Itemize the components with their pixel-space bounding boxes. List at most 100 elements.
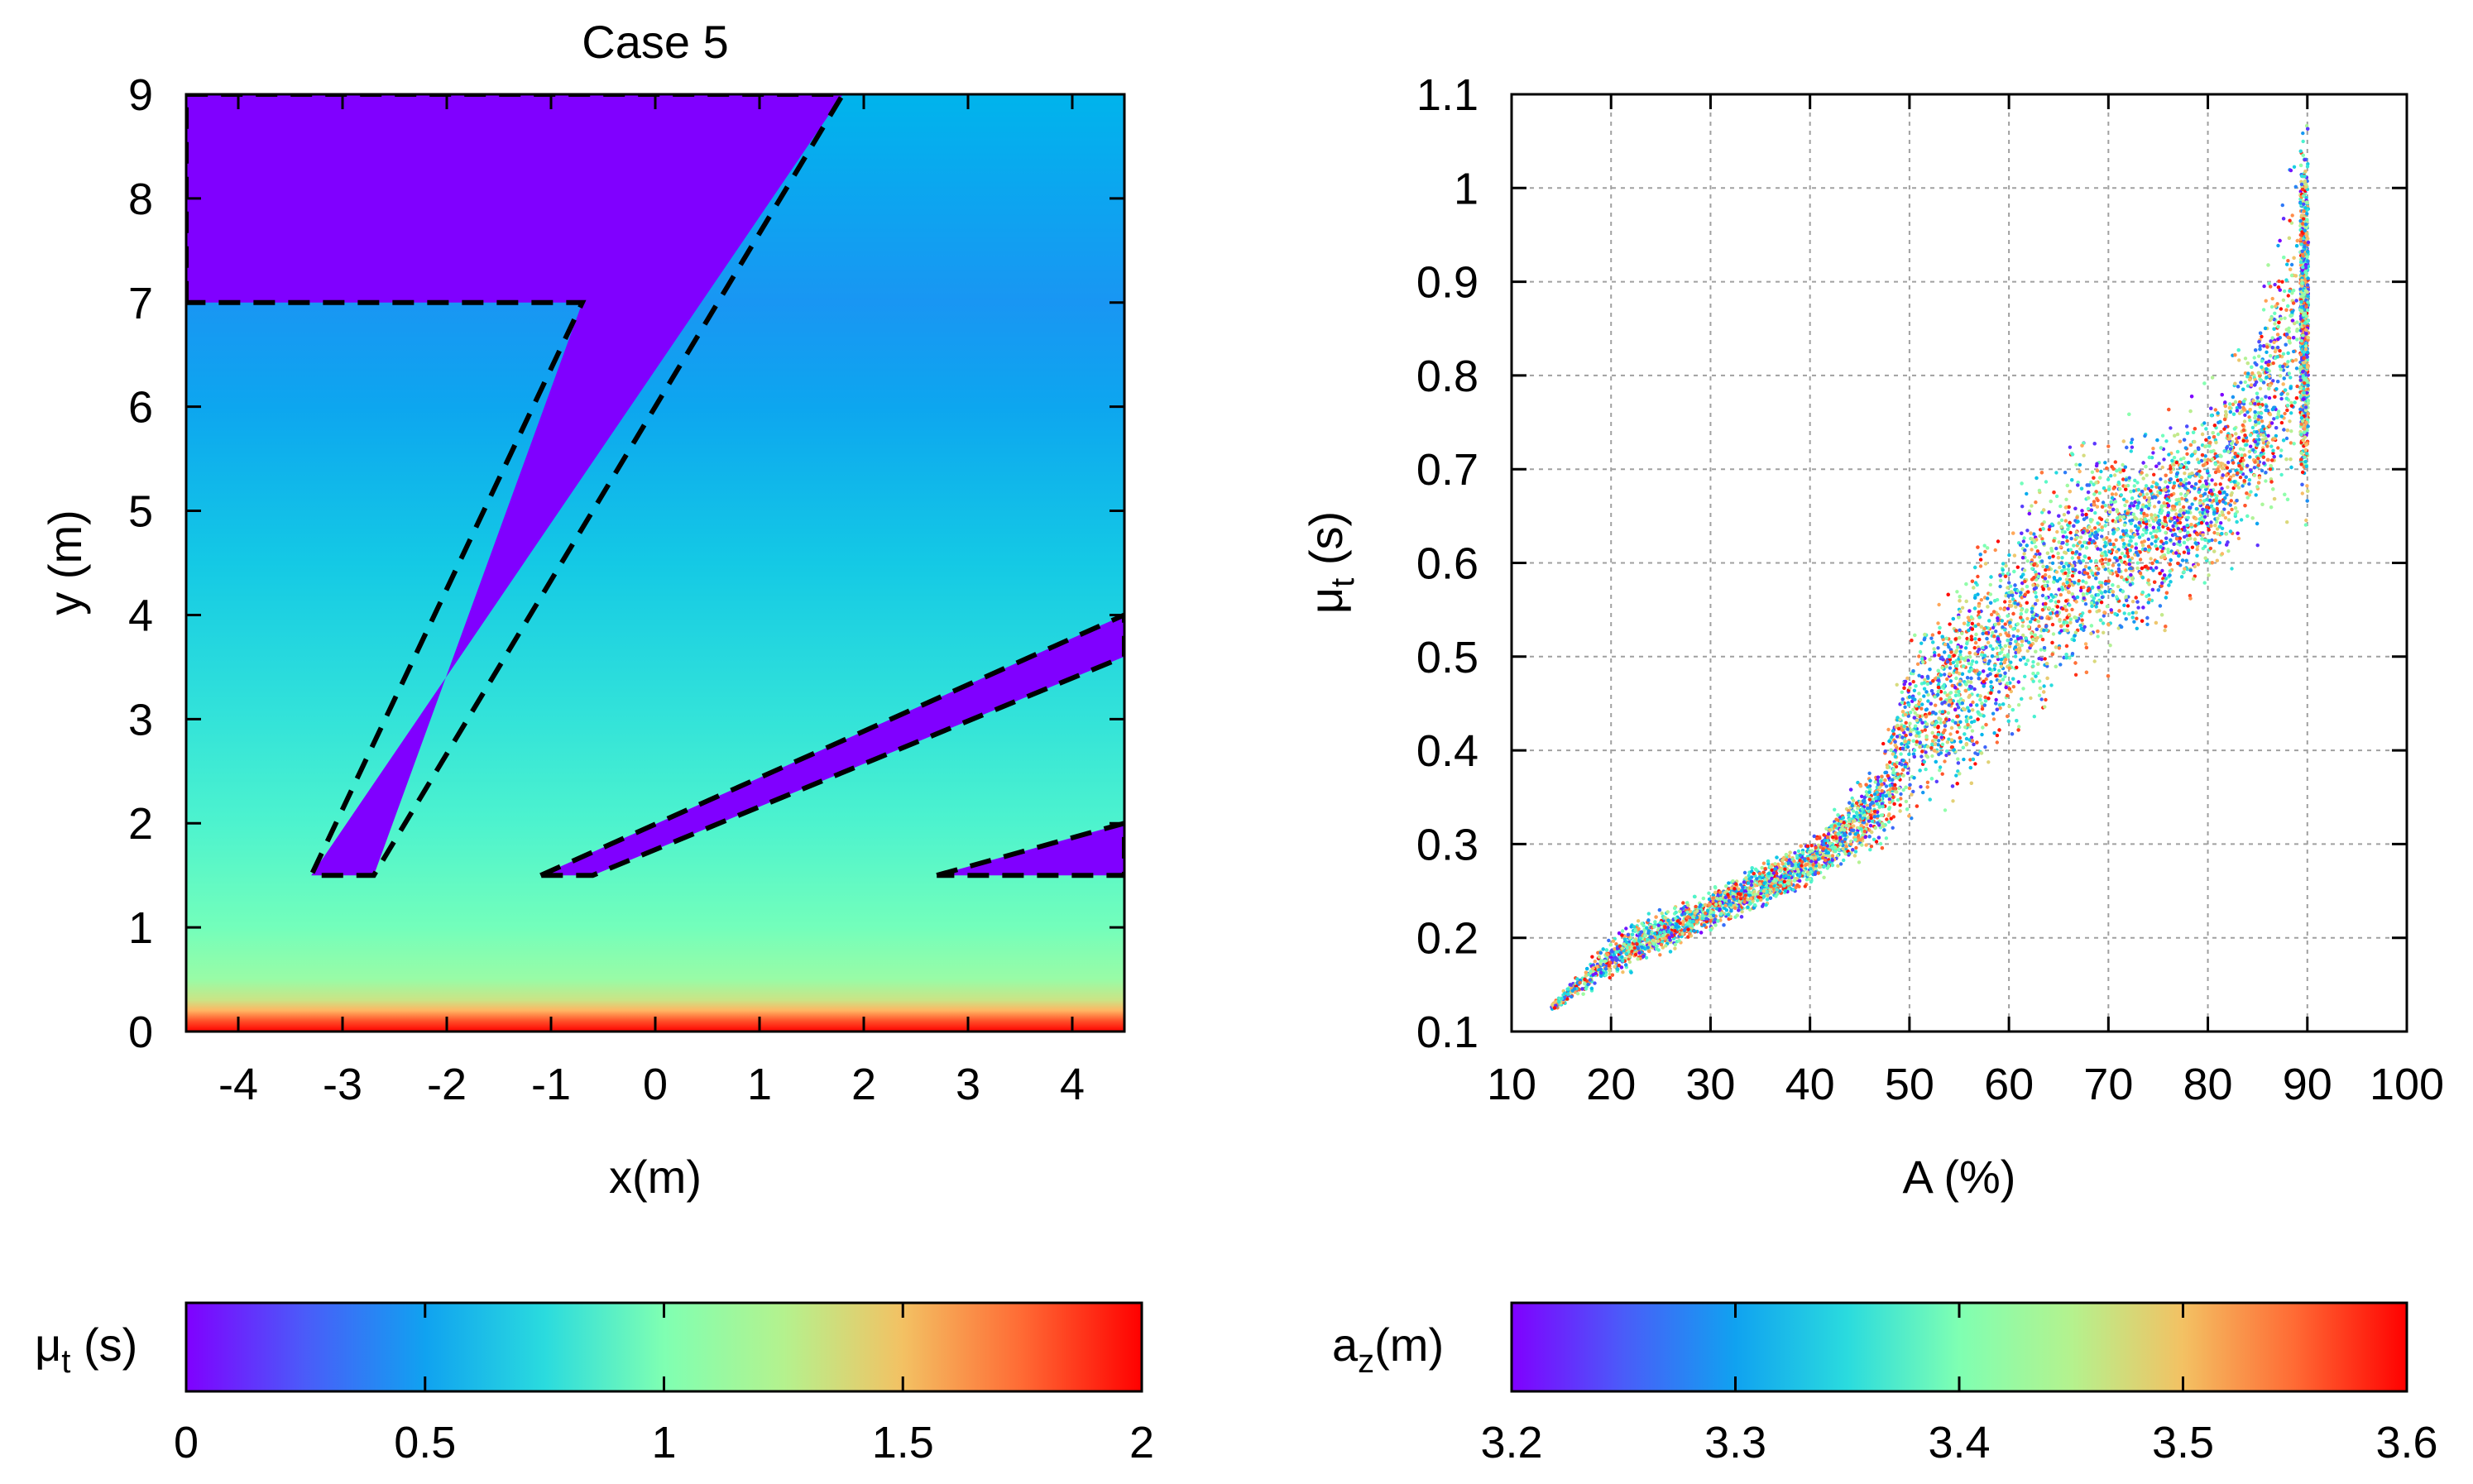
scatter-point [2119,493,2123,497]
scatter-point [1987,760,1991,764]
scatter-point [2304,518,2308,523]
scatter-point [2220,486,2224,491]
scatter-point [2123,554,2127,558]
scatter-point [2070,607,2074,612]
y-tick-label: 7 [128,279,153,328]
scatter-point [2245,443,2249,447]
scatter-point [2178,457,2183,462]
scatter-point [2160,549,2164,553]
scatter-point [2283,316,2287,320]
scatter-point [1934,703,1938,707]
scatter-point [2285,262,2289,266]
scatter-chart: 10 20 30 40 50 60 70 80 90 100 0.10.20.30.40.50.6… [1300,70,2444,1203]
scatter-point [1943,759,1947,764]
scatter-point [2288,441,2293,445]
scatter-point [2004,563,2008,568]
scatter-point [1765,898,1770,902]
scatter-point [2047,575,2052,579]
scatter-point [2260,397,2264,401]
scatter-point [2034,544,2038,549]
scatter-point [1629,945,1634,949]
scatter-point [2288,419,2292,424]
scatter-point [2021,687,2025,691]
scatter-point [2130,445,2135,449]
scatter-point [1888,760,1892,764]
scatter-point [1851,798,1856,802]
scatter-point [1982,714,1986,718]
scatter-point [2301,131,2305,136]
scatter-point [2108,644,2112,648]
scatter-point [2044,697,2048,702]
scatter-point [1915,742,1919,747]
scatter-point [2135,626,2139,630]
scatter-point [2100,562,2105,566]
scatter-point [1872,837,1876,841]
scatter-point [1969,615,1973,620]
scatter-point [2066,567,2070,572]
scatter-point [2020,505,2025,509]
scatter-point [1958,649,1963,653]
scatter-point [2015,565,2020,569]
scatter-point [2068,445,2073,449]
scatter-point [2273,311,2277,315]
scatter-point [1948,732,1953,736]
scatter-point [2226,549,2231,553]
scatter-point [2224,532,2229,536]
scatter-point [2127,476,2131,480]
y-tick-label: 5 [128,487,153,537]
scatter-point [2116,626,2121,630]
scatter-point [1593,960,1598,964]
y-tick-label: 1 [128,903,153,953]
scatter-point [2272,417,2276,421]
scatter-point [2255,543,2260,548]
scatter-point [2230,507,2234,512]
scatter-point [1968,654,1972,659]
scatter-point [2119,559,2124,563]
scatter-point [2272,340,2276,345]
scatter-point [2007,553,2011,558]
scatter-point [1991,647,1995,651]
scatter-point [2057,521,2061,525]
scatter-point [1936,621,1940,625]
scatter-point [2210,478,2214,482]
scatter-point [1996,690,2001,694]
scatter-point [2058,663,2063,667]
scatter-point [2126,554,2130,558]
scatter-point [2255,485,2260,489]
scatter-point [2250,425,2255,430]
scatter-point [2183,477,2188,481]
scatter-point [2122,611,2126,615]
scatter-point [2216,432,2221,437]
scatter-point [2223,515,2228,520]
scatter-point [1918,649,1923,654]
scatter-point [2119,535,2123,539]
scatter-point [2247,493,2251,497]
scatter-point [1973,637,1977,641]
scatter-point [2202,458,2207,462]
scatter-point [2089,480,2093,485]
scatter-point [1900,742,1904,746]
scatter-point [1936,646,1940,650]
scatter-point [2276,243,2280,248]
scatter-point [2038,679,2042,683]
scatter-point [2124,562,2129,566]
scatter-point [2132,484,2136,488]
scatter-point [2205,469,2210,473]
scatter-point [2222,427,2226,431]
scatter-point [1787,854,1791,859]
scatter-point [2237,358,2241,362]
scatter-point [2149,456,2154,460]
scatter-point [2279,420,2284,425]
scatter-point [1920,749,1924,754]
scatter-point [1970,729,1975,733]
scatter-point [1856,780,1860,785]
scatter-point [2081,558,2086,563]
scatter-point [2303,523,2308,527]
scatter-point [2295,337,2299,342]
scatter-point [1899,792,1903,797]
scatter-point [1665,910,1670,914]
chart-title: Case 5 [582,16,728,68]
scatter-point [2270,296,2274,301]
scatter-point [1661,945,1665,950]
